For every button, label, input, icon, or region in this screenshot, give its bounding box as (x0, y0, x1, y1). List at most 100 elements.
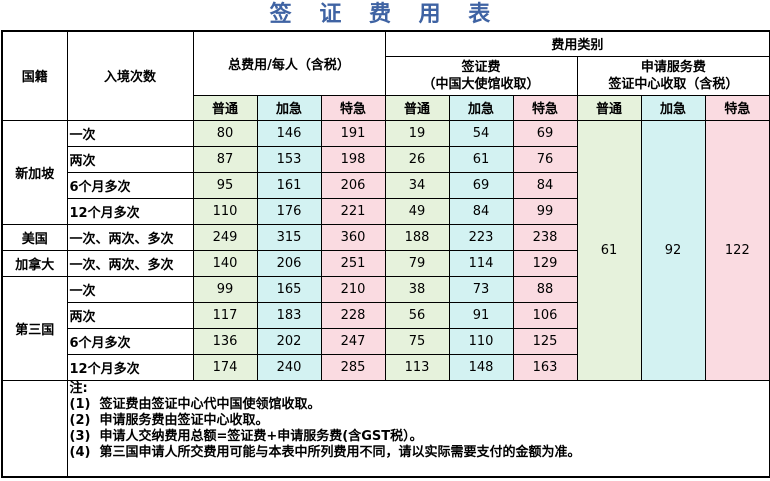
note-text: 申请服务费由签证中心收取。 (99, 412, 269, 428)
note-number: (4) (69, 444, 91, 460)
header-entries: 入境次数 (66, 30, 194, 121)
total-fee-express: 161 (256, 171, 322, 199)
total-fee-regular: 249 (192, 223, 258, 251)
total-fee-regular: 99 (192, 275, 258, 303)
country-cell: 第三国 (1, 275, 68, 381)
note-item: (2) 申请服务费由签证中心收取。 (70, 413, 770, 429)
table-row: 6个月多次 136 202 247 75 110 125 (2, 327, 770, 355)
entry-cell: 一次、两次、多次 (66, 223, 194, 251)
visa-fee-urgent: 125 (512, 327, 578, 355)
entry-cell: 12个月多次 (66, 197, 194, 225)
visa-fee-regular: 79 (384, 249, 450, 277)
total-fee-urgent: 206 (320, 171, 386, 199)
header-nationality: 国籍 (1, 30, 68, 121)
header-speed-regular: 普通 (384, 94, 450, 121)
service-fee-sublabel: 签证中心收取（含税） (608, 76, 739, 92)
visa-fee-regular: 38 (384, 275, 450, 303)
visa-fee-express: 114 (448, 249, 514, 277)
visa-fee-express: 54 (448, 119, 514, 147)
country-cell: 加拿大 (1, 249, 68, 277)
total-fee-express: 153 (256, 145, 322, 173)
table-row: 6个月多次 95 161 206 34 69 84 (2, 171, 770, 199)
entry-cell: 6个月多次 (66, 171, 194, 199)
table-row: 12个月多次 174 240 285 113 148 163 (2, 353, 770, 381)
note-number: (2) (69, 412, 91, 428)
note-text: 签证费由签证中心代中国使领馆收取。 (99, 396, 321, 412)
visa-fee-urgent: 163 (512, 353, 578, 381)
header-speed-urgent: 特急 (512, 94, 578, 121)
table-row: 12个月多次 110 176 221 49 84 99 (2, 197, 770, 225)
total-fee-urgent: 210 (320, 275, 386, 303)
notes-heading: 注: (69, 380, 88, 396)
entry-cell: 一次 (66, 275, 194, 303)
visa-fee-regular: 26 (384, 145, 450, 173)
total-fee-urgent: 191 (320, 119, 386, 147)
total-fee-urgent: 251 (320, 249, 386, 277)
visa-fee-urgent: 84 (512, 171, 578, 199)
total-fee-regular: 117 (192, 301, 258, 329)
entry-cell: 6个月多次 (66, 327, 194, 355)
service-fee-regular: 61 (576, 119, 642, 381)
notes-spacer (1, 379, 68, 478)
header-speed-urgent: 特急 (704, 94, 770, 121)
visa-fee-regular: 188 (384, 223, 450, 251)
visa-fee-urgent: 88 (512, 275, 578, 303)
total-fee-regular: 110 (192, 197, 258, 225)
note-item: (3) 申请人交纳费用总额=签证费+申请服务费(含GST税）。 (70, 429, 770, 445)
note-number: (1) (69, 396, 91, 412)
entry-cell: 两次 (66, 145, 194, 173)
total-fee-urgent: 285 (320, 353, 386, 381)
total-fee-regular: 95 (192, 171, 258, 199)
visa-fee-urgent: 238 (512, 223, 578, 251)
visa-fee-express: 148 (448, 353, 514, 381)
table-row: 两次 87 153 198 26 61 76 (2, 145, 770, 173)
visa-fee-express: 91 (448, 301, 514, 329)
note-text: 申请人交纳费用总额=签证费+申请服务费(含GST税）。 (99, 428, 423, 444)
service-fee-label: 申请服务费 (640, 59, 706, 75)
visa-fee-express: 223 (448, 223, 514, 251)
visa-fee-table: 国籍 入境次数 总费用/每人（含税） 费用类别 签证费 （中国大使馆收取） 申请… (1, 30, 770, 478)
note-text: 第三国申请人所交费用可能与本表中所列费用不同，请以实际需要支付的金额为准。 (99, 444, 581, 460)
visa-fee-regular: 19 (384, 119, 450, 147)
visa-fee-regular: 113 (384, 353, 450, 381)
table-row: 新加坡 一次 80 146 191 19 54 69 61 92 122 (1, 119, 770, 381)
entry-cell: 12个月多次 (66, 353, 194, 381)
table-row: 美国 一次、两次、多次 249 315 360 188 223 238 (1, 223, 770, 251)
visa-fee-urgent: 106 (512, 301, 578, 329)
visa-fee-express: 61 (448, 145, 514, 173)
visa-fee-express: 84 (448, 197, 514, 225)
visa-fee-express: 73 (448, 275, 514, 303)
visa-fee-urgent: 99 (512, 197, 578, 225)
note-item: (4) 第三国申请人所交费用可能与本表中所列费用不同，请以实际需要支付的金额为准。 (70, 445, 770, 461)
total-fee-regular: 174 (192, 353, 258, 381)
country-cell: 美国 (1, 223, 68, 251)
visa-fee-sublabel: （中国大使馆收取） (422, 76, 540, 92)
visa-fee-urgent: 76 (512, 145, 578, 173)
total-fee-urgent: 228 (320, 301, 386, 329)
notes: 注: (1) 签证费由签证中心代中国使领馆收取。 (2) 申请服务费由签证中心收取。 (3… (66, 379, 770, 478)
header-speed-urgent: 特急 (320, 94, 386, 121)
visa-fee-urgent: 129 (512, 249, 578, 277)
visa-fee-urgent: 69 (512, 119, 578, 147)
table-row: 两次 117 183 228 56 91 106 (2, 301, 770, 329)
total-fee-express: 202 (256, 327, 322, 355)
entry-cell: 一次 (66, 119, 194, 147)
total-fee-express: 165 (256, 275, 322, 303)
total-fee-express: 315 (256, 223, 322, 251)
total-fee-regular: 80 (192, 119, 258, 147)
total-fee-express: 146 (256, 119, 322, 147)
table-row: 第三国 一次 99 165 210 38 73 88 (1, 275, 770, 381)
visa-fee-regular: 34 (384, 171, 450, 199)
header-service-fee: 申请服务费 签证中心收取（含税） (576, 55, 770, 96)
visa-fee-label: 签证费 (461, 59, 501, 75)
header-speed-express: 加急 (256, 94, 322, 121)
service-fee-urgent: 122 (704, 119, 770, 381)
visa-fee-regular: 49 (384, 197, 450, 225)
page-title: 签 证 费 用 表 (269, 2, 501, 27)
note-number: (3) (69, 428, 91, 444)
total-fee-express: 206 (256, 249, 322, 277)
header-fee-category: 费用类别 (384, 30, 770, 57)
total-fee-express: 176 (256, 197, 322, 225)
total-fee-regular: 87 (192, 145, 258, 173)
header-speed-regular: 普通 (192, 94, 258, 121)
